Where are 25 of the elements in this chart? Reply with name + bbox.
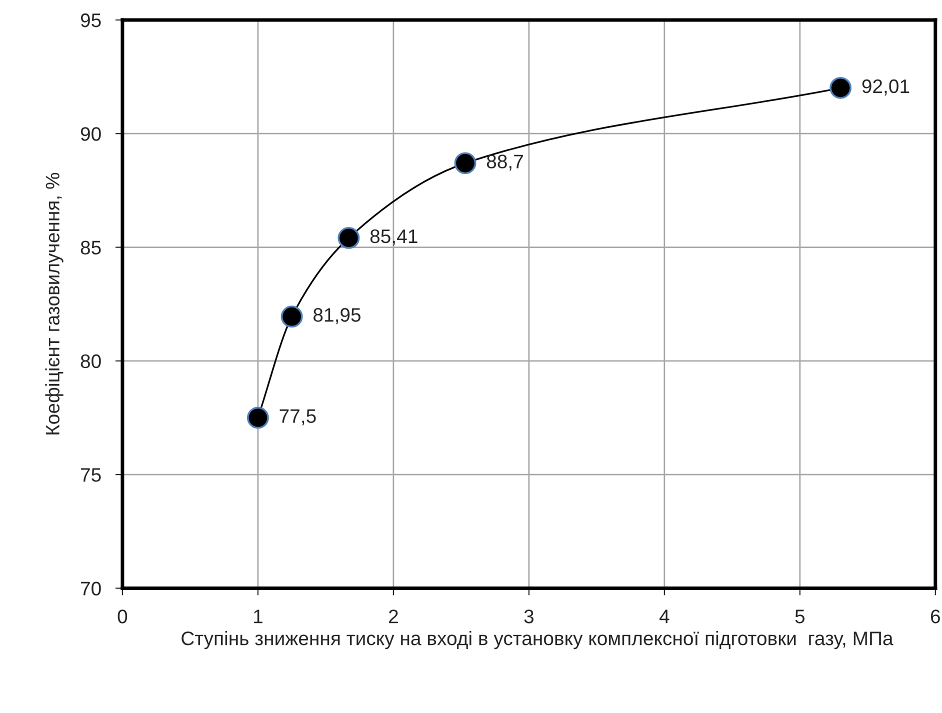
- data-label: 92,01: [862, 79, 910, 96]
- x-tick-label: 5: [795, 610, 805, 624]
- x-tick-label: 6: [930, 610, 940, 624]
- point: [338, 226, 360, 249]
- y-tick-label: 80: [80, 354, 101, 368]
- point: [830, 76, 852, 99]
- x-tick-label: 1: [254, 610, 262, 624]
- data-label: 85,41: [370, 229, 418, 246]
- y-tick-label: 75: [80, 468, 101, 482]
- point: [246, 406, 269, 429]
- y-axis-title: Коефіцієнт газовилучення, %: [45, 172, 64, 434]
- y-tick-label: 85: [80, 240, 101, 255]
- x-axis-title: Ступінь зниження тиску на вході в установку комплексної підготовки газу, МПа: [182, 631, 894, 650]
- x-tick-label: 4: [659, 610, 670, 624]
- x-tick-label: 3: [524, 610, 534, 624]
- point: [280, 306, 303, 328]
- x-tick-label: 0: [118, 610, 128, 624]
- data-label: 77,5: [280, 409, 316, 426]
- data-label: 88,7: [486, 154, 523, 171]
- x-tick-label: 2: [389, 610, 398, 624]
- point: [454, 152, 476, 174]
- y-tick-label: 95: [80, 13, 101, 28]
- y-tick-label: 90: [80, 127, 101, 141]
- data-label: 81,95: [314, 308, 360, 324]
- y-tick-label: 70: [80, 582, 101, 596]
